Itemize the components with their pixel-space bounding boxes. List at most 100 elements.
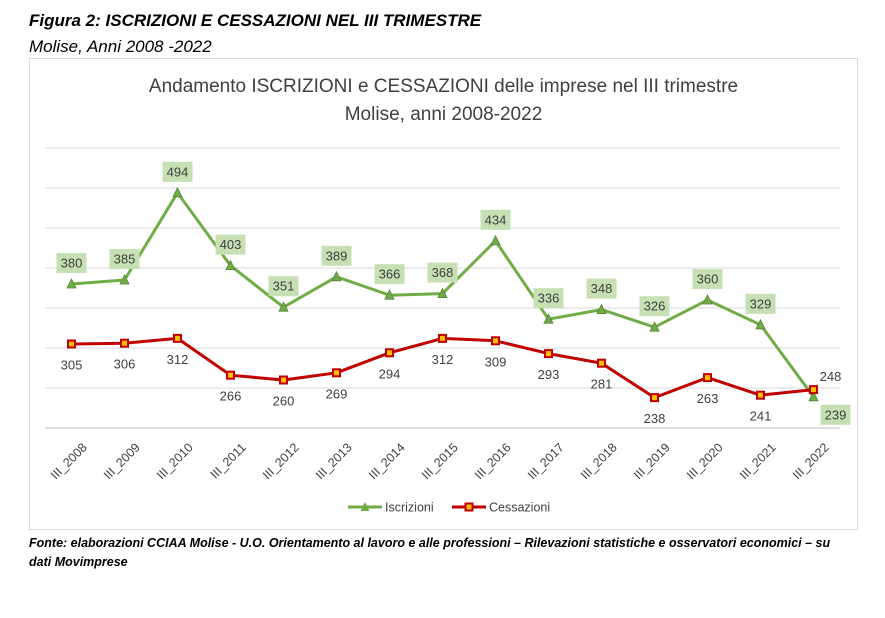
legend-label: Iscrizioni <box>385 501 434 515</box>
data-label-box <box>268 276 299 297</box>
x-tick-label: III_2019 <box>631 440 673 482</box>
legend-marker <box>360 502 370 511</box>
x-tick-label: III_2018 <box>578 440 620 482</box>
data-point <box>331 270 342 282</box>
data-label: 348 <box>591 281 613 296</box>
x-tick-label: III_2017 <box>525 440 567 482</box>
data-label: 336 <box>538 291 560 306</box>
data-point <box>173 333 182 343</box>
data-label-box <box>109 249 140 269</box>
data-label: 238 <box>644 411 666 426</box>
data-point <box>649 321 660 332</box>
x-tick-label: III_2012 <box>260 440 302 482</box>
data-point <box>279 375 288 385</box>
data-label: 263 <box>697 391 719 406</box>
data-labels: 380 385 494 403 351 389 366 368 434 336 348 326 360 3… <box>56 161 851 426</box>
data-point <box>385 348 394 358</box>
data-label: 294 <box>379 366 401 381</box>
x-tick-label: III_2021 <box>737 440 779 482</box>
data-label: 248 <box>820 369 842 384</box>
data-point <box>278 301 289 312</box>
data-label-box <box>639 296 670 317</box>
data-label: 239 <box>825 407 847 422</box>
data-point <box>703 373 712 383</box>
x-tick-label: III_2010 <box>154 440 196 482</box>
data-label-box <box>533 288 564 309</box>
x-tick-label: III_2009 <box>101 440 143 482</box>
data-point <box>597 358 606 368</box>
source-note: Fonte: elaborazioni CCIAA Molise - U.O. … <box>29 536 831 569</box>
data-label: 360 <box>697 272 719 287</box>
data-label-box <box>820 404 851 425</box>
figure-title: Figura 2: ISCRIZIONI E CESSAZIONI NEL II… <box>29 11 482 30</box>
data-point <box>544 349 553 359</box>
data-label-box <box>745 293 776 314</box>
data-label-box <box>162 161 193 182</box>
data-label: 368 <box>432 265 454 280</box>
data-point <box>66 278 77 289</box>
legend-label: Cessazioni <box>489 501 550 515</box>
data-label-box <box>56 253 87 273</box>
data-label-box <box>427 262 458 283</box>
data-label: 403 <box>220 237 242 252</box>
data-point <box>702 294 713 305</box>
data-label: 309 <box>485 354 507 369</box>
data-point <box>438 333 447 343</box>
data-point <box>67 339 76 349</box>
legend: Iscrizioni Cessazioni <box>348 501 550 515</box>
x-axis: III_2008 III_2009 III_2010 III_2011 III_2012… <box>45 427 840 482</box>
chart-subtitle: Molise, anni 2008-2022 <box>344 104 543 125</box>
data-label: 269 <box>326 386 348 401</box>
data-label: 305 <box>61 358 83 373</box>
data-label: 326 <box>644 299 666 314</box>
data-point <box>437 287 448 299</box>
data-label-box <box>480 209 511 230</box>
data-point <box>808 390 819 402</box>
data-point <box>226 370 235 380</box>
data-label-box <box>692 269 723 289</box>
x-tick-label: III_2011 <box>208 440 249 481</box>
data-point <box>543 313 554 324</box>
data-label-box <box>215 234 246 255</box>
data-point <box>172 186 183 198</box>
series-markers <box>66 186 819 403</box>
x-tick-label: III_2020 <box>684 440 726 482</box>
data-label: 385 <box>114 252 136 267</box>
data-label-box <box>321 245 352 266</box>
data-point <box>332 368 341 378</box>
data-label: 434 <box>485 212 507 227</box>
data-label: 312 <box>167 352 189 367</box>
data-point <box>809 385 818 395</box>
data-label: 494 <box>167 164 189 179</box>
data-label: 389 <box>326 248 348 263</box>
data-point <box>120 338 129 348</box>
data-label: 281 <box>591 377 613 392</box>
x-tick-label: III_2016 <box>472 440 514 482</box>
data-point <box>384 289 395 300</box>
legend-marker <box>464 502 474 512</box>
data-label: 241 <box>750 409 772 424</box>
data-label: 260 <box>273 394 295 409</box>
data-label: 329 <box>750 296 772 311</box>
data-label: 351 <box>273 279 295 294</box>
figure-subtitle: Molise, Anni 2008 -2022 <box>29 37 212 56</box>
x-tick-label: III_2013 <box>313 440 355 482</box>
data-label: 380 <box>61 256 83 271</box>
data-label: 306 <box>114 357 136 372</box>
x-tick-label: III_2015 <box>419 440 461 482</box>
data-point <box>491 336 500 346</box>
data-label-box <box>586 278 617 299</box>
data-label: 293 <box>538 367 560 382</box>
data-point <box>650 393 659 403</box>
x-tick-label: III_2014 <box>366 440 408 482</box>
x-tick-label: III_2022 <box>790 440 832 482</box>
data-point <box>755 318 766 330</box>
series-line-cessazioni <box>71 336 814 400</box>
data-point <box>119 274 130 285</box>
data-point <box>490 234 501 246</box>
x-tick-label: III_2008 <box>48 440 90 482</box>
data-point <box>756 390 765 400</box>
data-point <box>225 259 236 271</box>
chart-title: Andamento ISCRIZIONI e CESSAZIONI delle … <box>148 76 739 97</box>
